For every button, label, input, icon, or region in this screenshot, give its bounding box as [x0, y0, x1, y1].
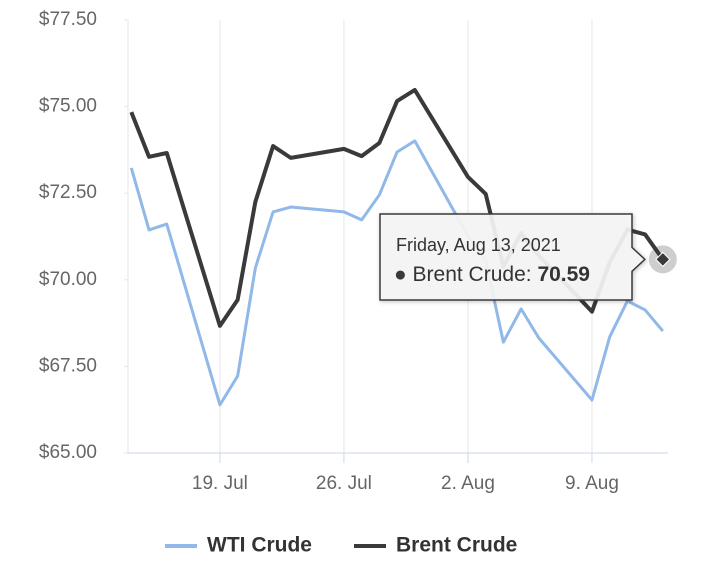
x-tick-label: 2. Aug [441, 473, 495, 494]
point-marker [655, 251, 671, 268]
line-series [129, 139, 664, 407]
x-tick-label: 19. Jul [192, 473, 248, 494]
tooltip-series-name: Brent Crude [413, 263, 526, 286]
y-tick-label: $70.00 [39, 269, 97, 290]
x-tick-label: 26. Jul [316, 473, 372, 494]
y-tick-label: $77.50 [39, 9, 97, 30]
tooltip-value: 70.59 [537, 263, 590, 286]
y-tick-label: $65.00 [39, 442, 97, 463]
x-tick-label: 9. Aug [565, 473, 619, 494]
y-tick-label: $72.50 [39, 182, 97, 203]
tooltip-box [379, 213, 646, 301]
legend-label: WTI Crude [207, 534, 312, 557]
y-tick-label: $67.50 [39, 355, 97, 376]
tooltip-bullet: ● [394, 263, 413, 286]
tooltip-line: ● Brent Crude: 70.59 [394, 263, 590, 286]
y-tick-label: $75.00 [39, 96, 97, 117]
legend-label: Brent Crude [396, 534, 517, 557]
tooltip-separator: : [526, 263, 538, 286]
tooltip-header: Friday, Aug 13, 2021 [396, 235, 561, 255]
